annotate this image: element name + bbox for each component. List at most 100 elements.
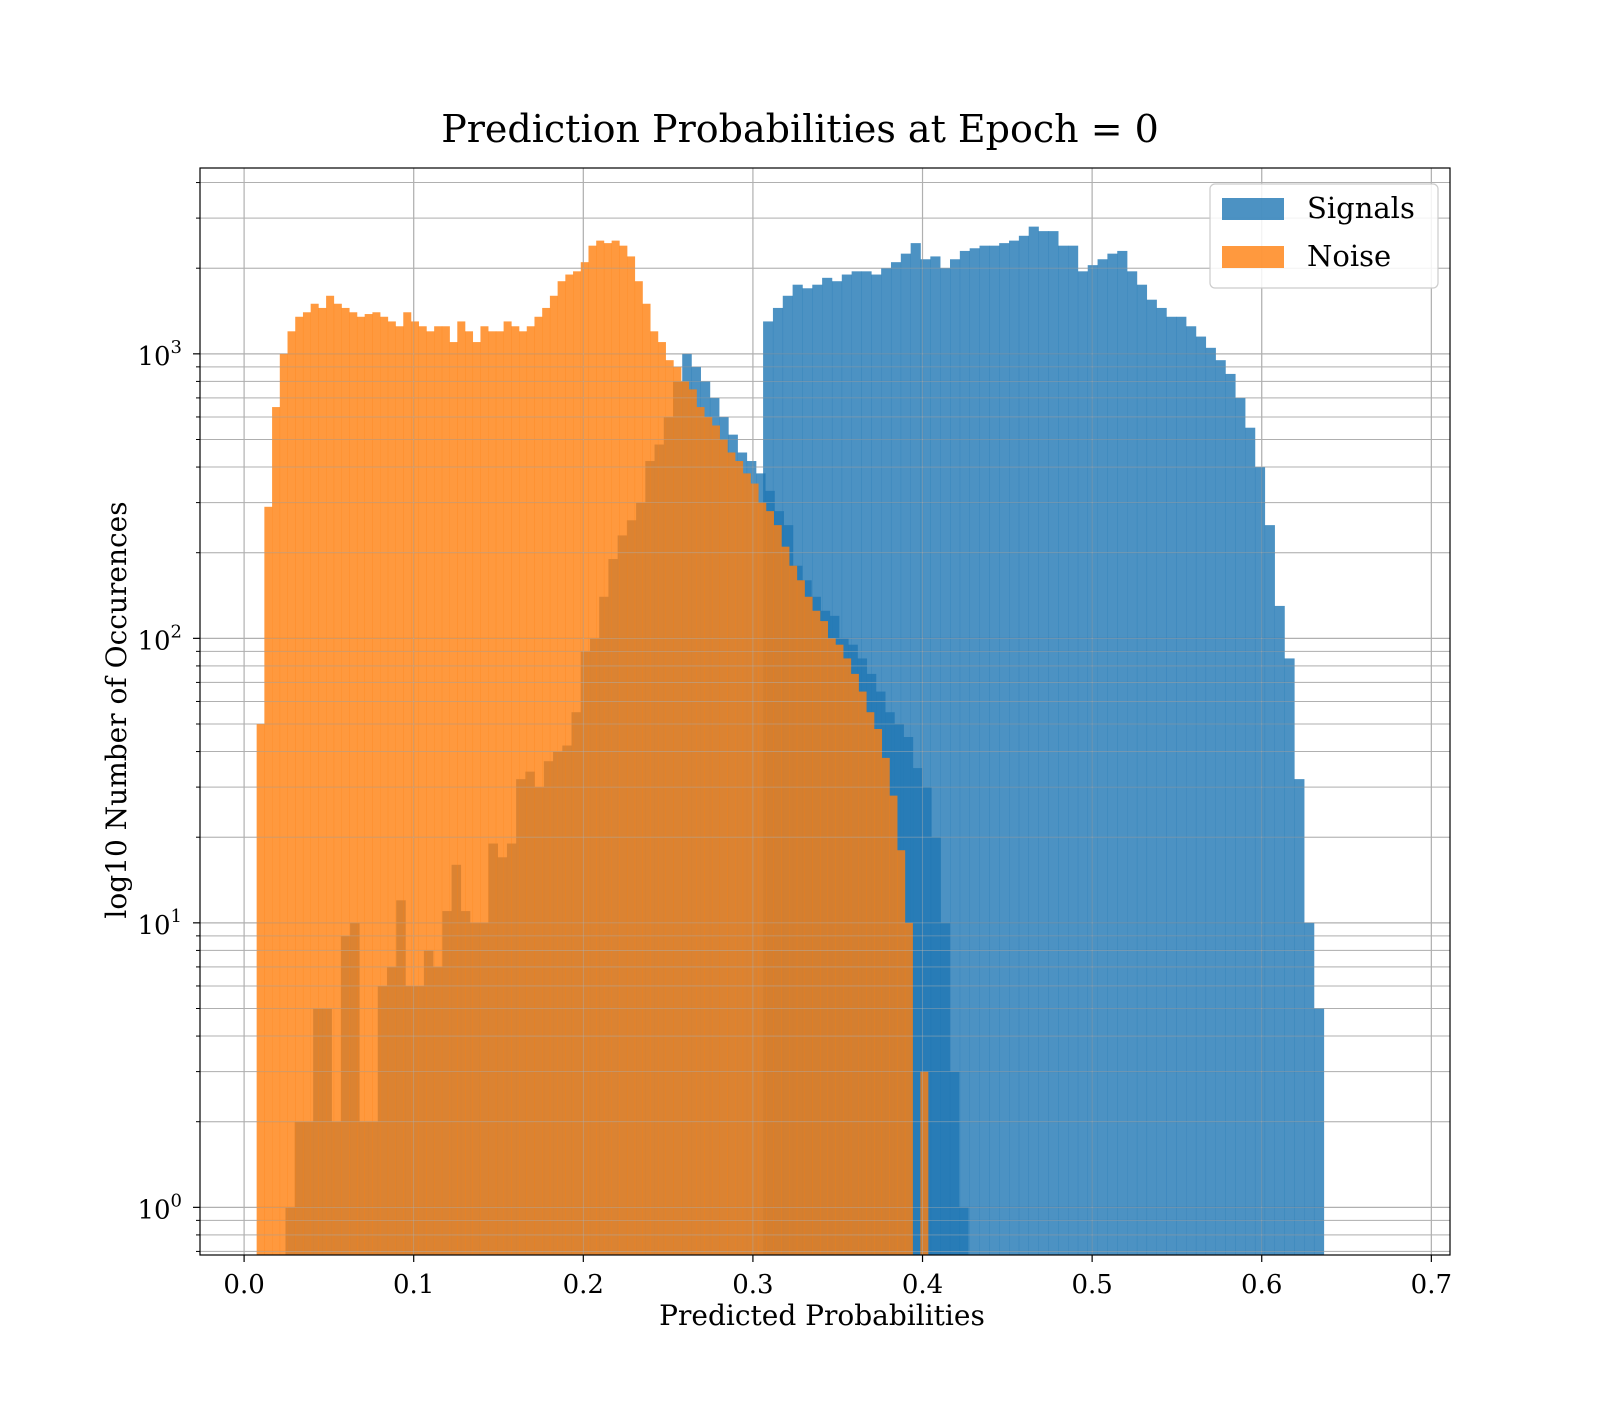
histogram-bar — [1107, 253, 1118, 1256]
histogram-bar — [1127, 271, 1138, 1255]
histogram-bar — [1176, 316, 1187, 1255]
y-tick-label: 100 — [137, 1190, 182, 1225]
histogram-bar — [1146, 299, 1157, 1255]
histogram-bar — [897, 850, 906, 1255]
x-tick-label: 0.0 — [223, 1270, 264, 1300]
histogram-bar — [796, 580, 805, 1255]
histogram-bar — [704, 416, 713, 1256]
histogram-bar — [418, 326, 427, 1255]
histogram-bar — [1195, 336, 1207, 1255]
histogram-bar — [673, 366, 682, 1255]
histogram-bar — [979, 245, 990, 1256]
histogram-bar — [526, 326, 535, 1255]
histogram-bar — [742, 473, 751, 1255]
histogram-bar — [272, 407, 281, 1255]
histogram-bar — [341, 307, 350, 1255]
histogram-bar — [890, 262, 902, 1255]
histogram-bar — [326, 295, 335, 1256]
histogram-bar — [349, 312, 358, 1255]
histogram-bar — [1304, 922, 1315, 1255]
histogram-bar — [727, 452, 736, 1255]
histogram-bar — [480, 326, 489, 1255]
histogram-bar — [1274, 605, 1285, 1255]
histogram-bar — [310, 303, 319, 1256]
x-axis-ticks: 0.0 0.1 0.2 0.3 0.4 0.5 0.6 0.7 — [223, 1255, 1452, 1300]
histogram-bar — [735, 461, 744, 1255]
histogram-bar — [804, 596, 813, 1255]
x-tick-label: 0.4 — [902, 1270, 943, 1300]
histogram-bar — [711, 425, 720, 1255]
histogram-bar — [843, 658, 852, 1255]
histogram-bar — [364, 314, 373, 1255]
histogram-bar — [1018, 235, 1029, 1255]
histogram-bar — [1028, 226, 1039, 1255]
legend-label: Noise — [1307, 239, 1391, 273]
histogram-bar — [519, 331, 528, 1256]
histogram-bar — [1058, 245, 1069, 1256]
histogram-bar — [449, 342, 458, 1255]
histogram-bar — [765, 511, 774, 1255]
histogram-bar — [1117, 250, 1128, 1255]
histogram-bar — [1254, 467, 1266, 1255]
histogram-bar — [1245, 427, 1256, 1255]
histogram-bar — [642, 303, 651, 1256]
histogram-bar — [457, 321, 466, 1255]
x-tick-label: 0.7 — [1411, 1270, 1452, 1300]
x-tick-label: 0.1 — [393, 1270, 434, 1300]
histogram-bar — [511, 326, 520, 1255]
histogram-bar — [850, 673, 859, 1255]
histogram-bar — [1156, 307, 1167, 1255]
plot-frame — [199, 167, 1451, 1256]
histogram-bar — [1215, 360, 1226, 1255]
histogram-bar — [819, 621, 829, 1255]
histogram-bar — [1068, 245, 1079, 1256]
legend: Signals Noise — [1209, 183, 1439, 289]
histogram-bar — [1009, 240, 1020, 1256]
histogram-bar — [488, 331, 497, 1256]
histogram-bar — [866, 712, 875, 1255]
x-tick-label: 0.5 — [1071, 1270, 1112, 1300]
histogram-bar — [441, 326, 450, 1255]
histogram-bar — [1284, 658, 1295, 1255]
histogram-bar — [1313, 1008, 1325, 1255]
histogram-bar — [904, 922, 913, 1255]
histogram-bar — [812, 610, 821, 1255]
histogram-bar — [557, 281, 566, 1255]
histogram-bars — [256, 226, 1325, 1256]
legend-swatch — [1222, 198, 1284, 220]
histogram-bar — [719, 439, 728, 1255]
histogram-bar — [874, 729, 883, 1255]
histogram-bar — [681, 381, 690, 1256]
y-axis-ticks: 100 101 102 103 — [137, 182, 200, 1252]
histogram-bar — [1186, 326, 1197, 1255]
histogram-bar — [372, 312, 381, 1255]
histogram-bar — [665, 360, 674, 1255]
histogram-bar — [495, 331, 504, 1256]
legend-swatch — [1222, 246, 1284, 268]
histogram-bar — [1205, 347, 1216, 1255]
histogram-bar — [930, 256, 941, 1255]
y-axis-label: log10 Number of Occurences — [100, 501, 133, 918]
histogram-bar — [1038, 231, 1049, 1255]
histogram-bar — [750, 483, 759, 1255]
histogram-bar — [835, 644, 844, 1255]
y-tick-label: 101 — [137, 906, 182, 941]
histogram-bar — [950, 259, 961, 1255]
histogram-bar — [789, 565, 798, 1255]
x-tick-label: 0.6 — [1241, 1270, 1282, 1300]
histogram-bar — [580, 262, 589, 1255]
y-tick-label: 103 — [137, 337, 182, 372]
histogram-bar — [910, 243, 921, 1255]
histogram-bar — [472, 342, 481, 1255]
histogram-bar — [279, 353, 288, 1255]
histogram-bar — [465, 331, 474, 1256]
histogram-bar — [387, 321, 396, 1255]
histogram-bar — [426, 331, 435, 1256]
x-axis-label: Predicted Probabilities — [659, 1299, 985, 1332]
x-tick-label: 0.3 — [732, 1270, 773, 1300]
histogram-bar — [264, 506, 273, 1255]
chart-title: Prediction Probabilities at Epoch = 0 — [441, 107, 1159, 151]
histogram-bar — [318, 307, 327, 1255]
histogram-bar — [989, 245, 1000, 1256]
